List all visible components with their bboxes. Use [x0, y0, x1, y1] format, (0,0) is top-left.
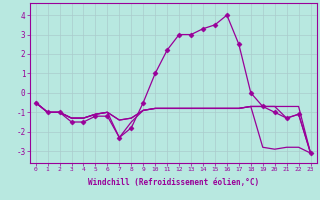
X-axis label: Windchill (Refroidissement éolien,°C): Windchill (Refroidissement éolien,°C) [88, 178, 259, 187]
